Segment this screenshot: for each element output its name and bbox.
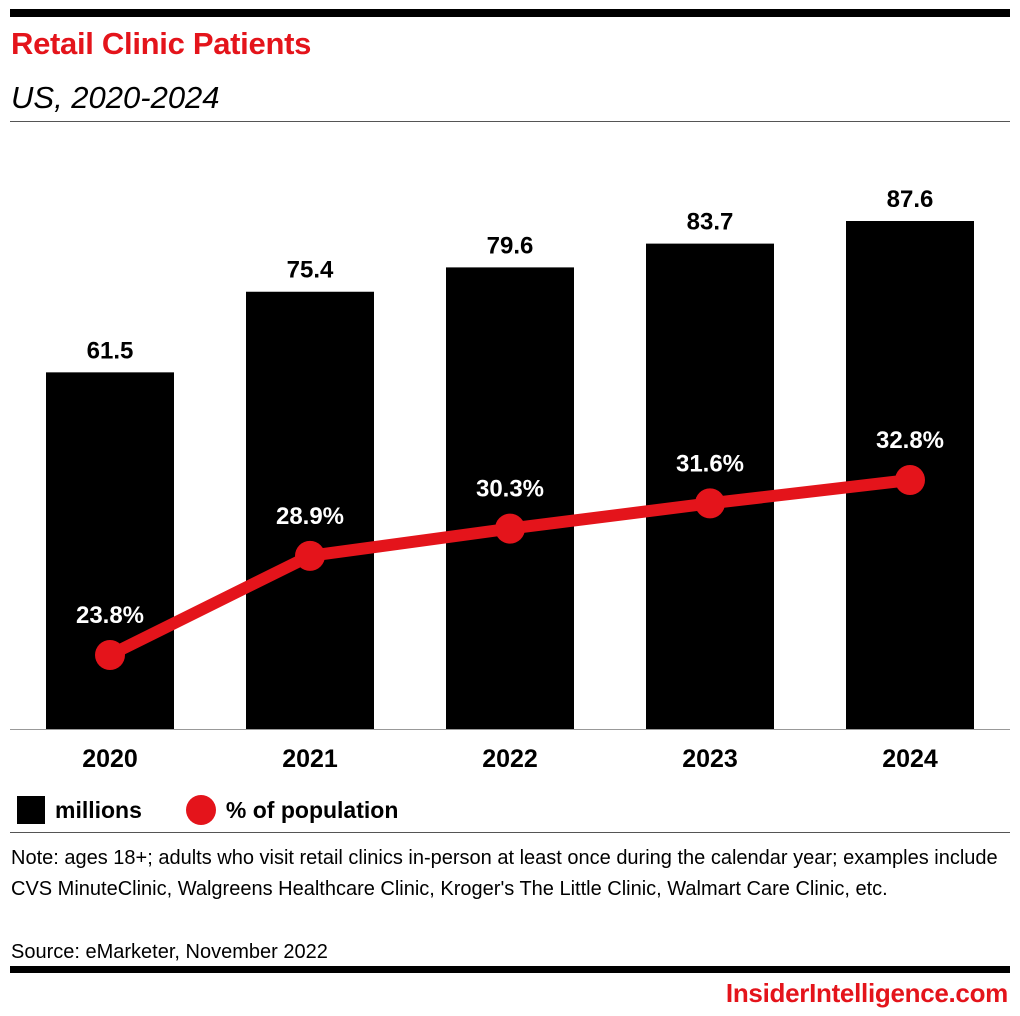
- legend-item-bars: millions: [17, 796, 142, 824]
- x-tick-label: 2024: [882, 745, 938, 773]
- line-value-label: 28.9%: [276, 503, 344, 530]
- chart-title: Retail Clinic Patients: [11, 26, 312, 61]
- chart-note: Note: ages 18+; adults who visit retail …: [11, 847, 998, 900]
- bar-value-label: 79.6: [487, 232, 534, 259]
- line-point-2021: [295, 540, 325, 571]
- line-point-2020: [95, 640, 125, 670]
- line-value-label: 23.8%: [76, 602, 144, 629]
- bar-2020: [46, 372, 174, 729]
- x-tick-label: 2022: [482, 745, 538, 773]
- bar-2023: [646, 243, 774, 729]
- chart-source: Source: eMarketer, November 2022: [11, 941, 328, 963]
- x-tick-label: 2023: [682, 745, 738, 773]
- line-point-2023: [695, 488, 725, 519]
- x-tick-label: 2020: [82, 745, 138, 773]
- legend-line-label: % of population: [225, 796, 399, 823]
- bar-2022: [446, 267, 574, 729]
- line-value-label: 32.8%: [876, 427, 944, 454]
- line-point-2024: [895, 465, 925, 495]
- line-value-label: 30.3%: [476, 476, 544, 503]
- title-divider: [10, 121, 1010, 122]
- bar-value-label: 87.6: [887, 186, 934, 213]
- legend-item-line: % of population: [142, 795, 398, 825]
- x-tick-label: 2021: [282, 745, 338, 773]
- line-value-label: 31.6%: [676, 450, 744, 477]
- chart-subtitle: US, 2020-2024: [11, 80, 220, 115]
- brand-logo-text: InsiderIntelligence.com: [725, 978, 1008, 1008]
- bottom-rule: [10, 966, 1010, 973]
- line-point-2022: [495, 513, 525, 544]
- legend-divider: [10, 832, 1010, 833]
- bar-value-label: 75.4: [287, 257, 334, 284]
- bar-value-label: 83.7: [687, 209, 734, 236]
- legend-bar-label: millions: [55, 796, 142, 823]
- legend-bar-swatch: [17, 796, 45, 824]
- bar-value-label: 61.5: [87, 337, 134, 364]
- bar-2021: [246, 291, 374, 729]
- chart-area: 61.5 2020 75.4 2021 79.6 2022 83.7 2023 87.6 2024…: [10, 186, 1010, 773]
- legend-line-swatch: [185, 795, 216, 825]
- top-rule: [10, 9, 1010, 17]
- legend: millions % of population: [17, 792, 398, 828]
